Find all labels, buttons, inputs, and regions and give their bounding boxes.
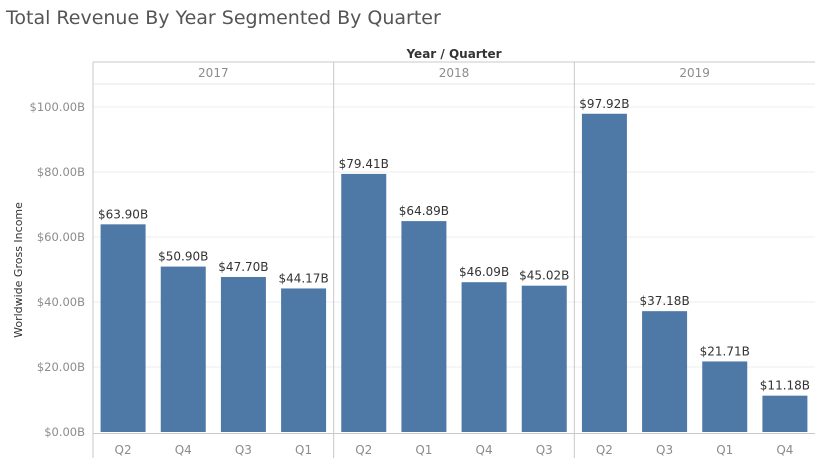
x-axis: Q2 Q4 Q3 Q1 Q2 Q1 Q4 Q3 Q2 Q3 Q1 Q4 [115, 443, 794, 457]
data-label: $50.90B [158, 250, 208, 264]
bar [281, 288, 327, 432]
gridlines [93, 106, 815, 368]
data-label: $37.18B [639, 294, 689, 308]
data-label: $45.02B [519, 269, 569, 283]
y-axis: $0.00B $20.00B $40.00B $60.00B $80.00B $100.0… [12, 100, 85, 439]
bar [762, 395, 808, 432]
x-tick-label: Q4 [175, 443, 192, 457]
bar [461, 282, 507, 432]
year-label: 2018 [439, 66, 470, 80]
bar [100, 224, 146, 432]
x-tick-label: Q4 [776, 443, 793, 457]
data-label: $64.89B [399, 204, 449, 218]
data-label: $47.70B [218, 260, 268, 274]
data-label: $11.18B [760, 379, 810, 393]
y-tick-label: $80.00B [37, 165, 85, 179]
x-tick-label: Q3 [656, 443, 673, 457]
bar [702, 361, 748, 432]
bar [160, 266, 206, 432]
x-tick-label: Q3 [536, 443, 553, 457]
x-tick-label: Q1 [295, 443, 312, 457]
bar [401, 221, 447, 432]
y-tick-label: $0.00B [44, 425, 85, 439]
data-labels: $63.90B $50.90B $47.70B $44.17B $79.41B $64.8… [98, 97, 810, 393]
y-tick-label: $100.00B [30, 100, 86, 114]
bar [341, 173, 387, 433]
x-tick-label: Q3 [235, 443, 252, 457]
bar [220, 276, 266, 432]
bar [581, 113, 627, 432]
data-label: $21.71B [700, 344, 750, 358]
x-tick-label: Q2 [355, 443, 372, 457]
year-label: 2019 [679, 66, 710, 80]
bar [642, 311, 688, 432]
y-tick-label: $20.00B [37, 360, 85, 374]
column-header-title: Year / Quarter [405, 47, 501, 61]
x-tick-label: Q2 [115, 443, 132, 457]
x-tick-label: Q2 [596, 443, 613, 457]
x-tick-label: Q1 [716, 443, 733, 457]
x-tick-label: Q1 [415, 443, 432, 457]
panel-frame [92, 61, 815, 458]
data-label: $46.09B [459, 265, 509, 279]
bars [100, 113, 808, 433]
y-tick-label: $40.00B [37, 295, 85, 309]
x-tick-label: Q4 [476, 443, 493, 457]
column-header: Year / Quarter 2017 2018 2019 [198, 47, 710, 80]
data-label: $44.17B [278, 271, 328, 285]
y-axis-title: Worldwide Gross Income [12, 202, 25, 338]
chart-title: Total Revenue By Year Segmented By Quart… [6, 7, 441, 29]
data-label: $63.90B [98, 207, 148, 221]
year-label: 2017 [198, 66, 229, 80]
bar [521, 285, 567, 432]
data-label: $79.41B [339, 157, 389, 171]
y-tick-label: $60.00B [37, 230, 85, 244]
data-label: $97.92B [579, 97, 629, 111]
